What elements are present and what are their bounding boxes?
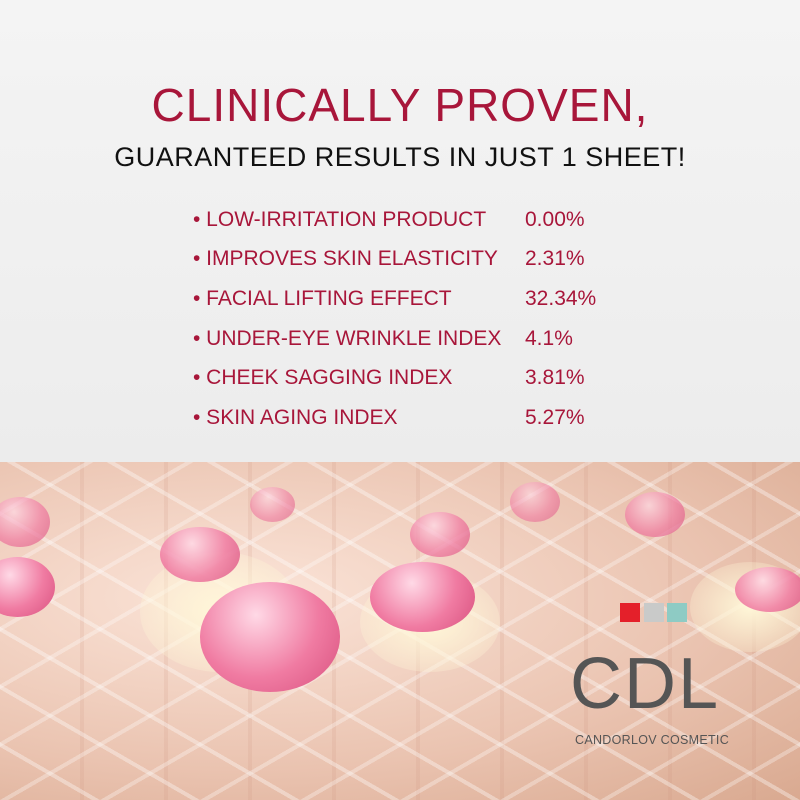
skin-cells-image xyxy=(0,462,800,800)
result-label: • SKIN AGING INDEX xyxy=(193,405,398,429)
result-row: • IMPROVES SKIN ELASTICITY 2.31% xyxy=(193,240,596,280)
logo-square-red xyxy=(620,603,640,622)
brand-name: CANDORLOV COSMETIC xyxy=(575,733,730,747)
result-value: 3.81% xyxy=(525,366,585,390)
result-label: • LOW-IRRITATION PRODUCT xyxy=(193,207,487,231)
serum-droplet xyxy=(735,567,800,612)
result-value: 2.31% xyxy=(525,247,585,271)
serum-droplet xyxy=(200,582,340,692)
result-value: 0.00% xyxy=(525,207,585,231)
serum-droplet xyxy=(250,487,295,522)
result-value: 4.1% xyxy=(525,326,573,350)
serum-droplet xyxy=(0,497,50,547)
headline: CLINICALLY PROVEN, xyxy=(151,79,649,131)
result-row: • CHEEK SAGGING INDEX 3.81% xyxy=(193,358,596,398)
result-row: • FACIAL LIFTING EFFECT 32.34% xyxy=(193,279,596,319)
serum-droplet xyxy=(510,482,560,522)
serum-droplet xyxy=(160,527,240,582)
result-row: • SKIN AGING INDEX 5.27% xyxy=(193,398,596,438)
logo-square-teal xyxy=(667,603,687,622)
logo-square-gray xyxy=(644,603,664,622)
brand-logo: CDL xyxy=(570,644,721,724)
result-value: 5.27% xyxy=(525,405,585,429)
subheadline: GUARANTEED RESULTS IN JUST 1 SHEET! xyxy=(114,142,686,172)
result-value: 32.34% xyxy=(525,286,597,310)
result-row: • UNDER-EYE WRINKLE INDEX 4.1% xyxy=(193,319,596,359)
result-row: • LOW-IRRITATION PRODUCT 0.00% xyxy=(193,200,596,240)
result-label: • IMPROVES SKIN ELASTICITY xyxy=(193,247,498,271)
results-list: • LOW-IRRITATION PRODUCT 0.00% • IMPROVES… xyxy=(193,200,596,438)
header-background xyxy=(0,0,800,470)
serum-droplet xyxy=(625,492,685,537)
serum-droplet xyxy=(410,512,470,557)
result-label: • FACIAL LIFTING EFFECT xyxy=(193,286,452,310)
result-label: • UNDER-EYE WRINKLE INDEX xyxy=(193,326,502,350)
result-label: • CHEEK SAGGING INDEX xyxy=(193,366,453,390)
serum-droplet xyxy=(370,562,475,632)
